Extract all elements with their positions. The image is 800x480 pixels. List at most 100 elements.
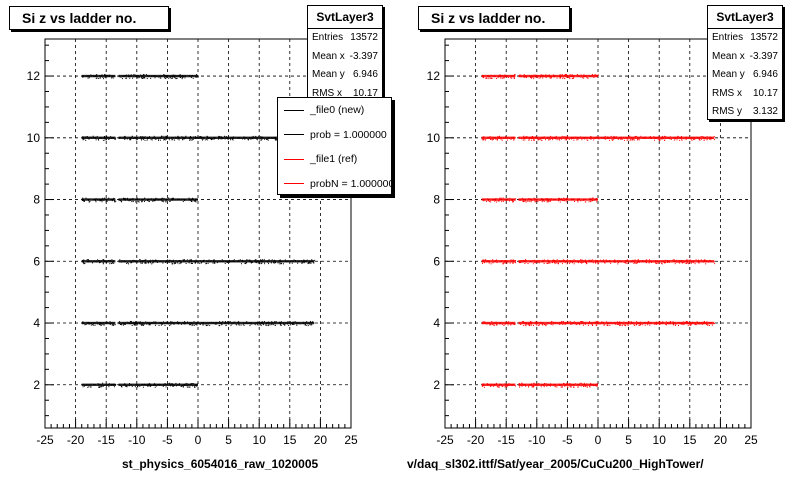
right-data-point	[521, 138, 523, 140]
legend-line-probn	[284, 183, 304, 185]
legend-label-file1: _file1 (ref)	[310, 153, 358, 166]
right-data-point	[603, 259, 605, 261]
right-data-point	[484, 139, 486, 141]
left-data-point	[268, 322, 270, 324]
left-data-point	[160, 322, 162, 324]
right-x-tick-label: 15	[683, 433, 697, 447]
left-data-point	[249, 325, 251, 327]
left-data-point	[262, 321, 264, 323]
right-data-point	[558, 139, 560, 141]
left-data-point	[168, 77, 170, 79]
right-data-point	[557, 262, 559, 264]
left-stats-row-entries: Entries 13572	[312, 32, 378, 43]
right-data-point	[485, 77, 487, 79]
right-data-point	[519, 199, 521, 201]
right-data-point	[618, 323, 620, 325]
right-data-point	[511, 199, 513, 201]
right-data-point	[569, 261, 571, 263]
left-data-point	[237, 321, 239, 323]
left-data-point	[109, 323, 111, 325]
right-data-point	[703, 261, 705, 263]
left-data-point	[309, 262, 311, 264]
left-data-point	[221, 323, 223, 325]
right-data-point	[506, 199, 508, 201]
right-data-point	[528, 325, 530, 327]
right-data-point	[681, 260, 683, 262]
left-data-point	[224, 321, 226, 323]
left-stats-name: SvtLayer3	[308, 6, 382, 29]
right-data-point	[620, 321, 622, 323]
right-stats-box[interactable]: SvtLayer3 Entries 13572 Mean x -3.397 Me…	[707, 5, 783, 120]
left-data-point	[128, 263, 130, 265]
left-data-point	[210, 321, 212, 323]
right-data-point	[573, 77, 575, 79]
left-data-point	[176, 198, 178, 200]
left-stats-box[interactable]: SvtLayer3 Entries 13572 Mean x -3.397 Me…	[307, 5, 383, 105]
right-data-point	[649, 322, 651, 324]
left-legend[interactable]: _file0 (new) prob = 1.000000 _file1 (ref…	[277, 97, 392, 195]
left-data-point	[246, 259, 248, 261]
left-data-point	[162, 321, 164, 323]
right-data-point	[636, 321, 638, 323]
left-data-point	[188, 386, 190, 388]
left-data-point	[178, 259, 180, 261]
left-data-point	[182, 321, 184, 323]
right-data-point	[613, 261, 615, 263]
right-data-point	[707, 261, 709, 263]
legend-line-file0	[284, 109, 304, 111]
right-data-point	[530, 77, 532, 79]
left-data-point	[195, 384, 197, 386]
left-data-point	[142, 77, 144, 79]
left-data-point	[202, 324, 204, 326]
right-data-point	[491, 198, 493, 200]
left-data-point	[175, 260, 177, 262]
left-data-point	[103, 78, 105, 80]
right-data-point	[698, 262, 700, 264]
right-data-point	[569, 383, 571, 385]
right-data-point	[551, 320, 553, 322]
left-data-point	[157, 260, 159, 262]
left-data-point	[112, 137, 114, 139]
left-data-point	[109, 322, 111, 324]
right-data-point	[570, 198, 572, 200]
left-data-point	[154, 386, 156, 388]
left-data-point	[149, 383, 151, 385]
right-data-point	[632, 138, 634, 140]
left-data-point	[171, 198, 173, 200]
left-data-point	[163, 323, 165, 325]
left-data-point	[204, 323, 206, 325]
left-data-point	[170, 322, 172, 324]
right-data-point	[664, 262, 666, 264]
right-data-point	[636, 262, 638, 264]
left-data-point	[89, 201, 91, 203]
right-data-point	[621, 325, 623, 327]
left-data-point	[146, 78, 148, 80]
left-data-point	[143, 324, 145, 326]
right-data-point	[499, 323, 501, 325]
right-data-point	[692, 260, 694, 262]
left-data-point	[232, 139, 234, 141]
left-data-point	[129, 199, 131, 201]
right-data-point	[648, 262, 650, 264]
left-data-point	[165, 76, 167, 78]
right-data-point	[529, 323, 531, 325]
left-data-point	[180, 198, 182, 200]
left-data-point	[113, 200, 115, 202]
left-data-point	[115, 200, 117, 202]
right-data-point	[532, 76, 534, 78]
right-data-point	[685, 262, 687, 264]
left-data-point	[188, 324, 190, 326]
left-data-point	[150, 139, 152, 141]
right-data-point	[556, 137, 558, 139]
right-data-point	[624, 262, 626, 264]
right-data-point	[544, 259, 546, 261]
right-data-point	[504, 323, 506, 325]
right-data-point	[634, 139, 636, 141]
left-data-point	[198, 137, 200, 139]
left-data-point	[147, 137, 149, 139]
right-data-point	[531, 137, 533, 139]
right-data-point	[523, 261, 525, 263]
right-data-point	[675, 323, 677, 325]
right-data-point	[499, 199, 501, 201]
left-data-point	[104, 76, 106, 78]
